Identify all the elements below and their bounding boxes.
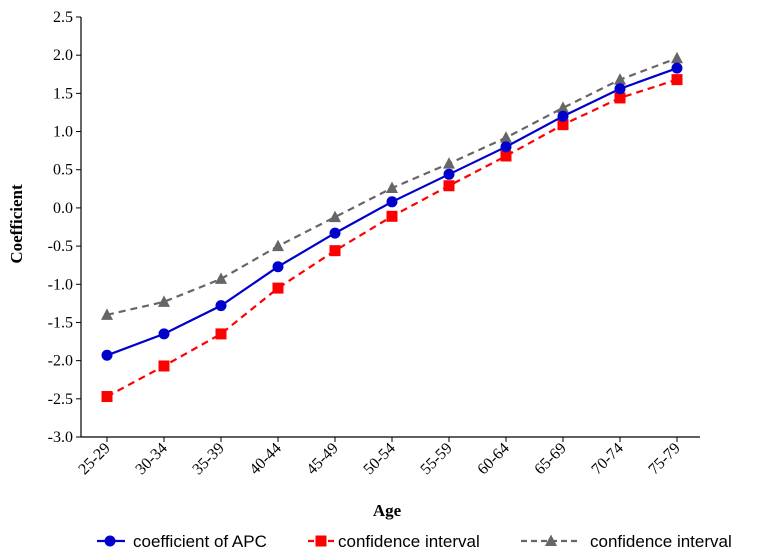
data-point	[329, 245, 341, 257]
legend-marker	[315, 535, 327, 547]
data-point	[215, 300, 227, 312]
x-tick-label: 55-59	[417, 440, 455, 478]
y-tick-label: -2.5	[48, 391, 73, 408]
data-point	[500, 150, 512, 162]
x-axis-ticks: 25-29 30-34 35-39 40-44 45-49 50-54 55-59 60-64…	[75, 437, 684, 478]
data-point	[386, 181, 398, 194]
data-point	[158, 295, 170, 307]
y-tick-label: 1.0	[53, 124, 73, 141]
x-tick-label: 40-44	[246, 440, 284, 478]
data-point	[557, 101, 569, 113]
y-tick-label: 2.0	[53, 47, 73, 64]
x-tick-label: 45-49	[303, 440, 341, 478]
y-axis-ticks: -3.0 -2.5 -2.0 -1.5 -1.0 -0.5 0.0 0.5 1.0 1.5 2.0 2…	[48, 9, 81, 446]
data-point	[443, 157, 455, 169]
data-point	[329, 227, 341, 239]
data-point	[215, 272, 227, 284]
x-tick-label: 35-39	[189, 440, 227, 478]
data-point	[671, 62, 683, 74]
x-tick-label: 60-64	[474, 440, 512, 478]
data-point	[101, 349, 113, 361]
y-tick-label: -2.0	[48, 353, 73, 370]
series-2	[101, 51, 683, 320]
y-tick-label: -1.0	[48, 276, 73, 293]
x-tick-label: 30-34	[132, 440, 170, 478]
x-axis-title: Age	[373, 501, 402, 520]
data-point	[215, 328, 227, 340]
axes	[80, 17, 700, 438]
y-tick-label: -3.0	[48, 429, 73, 446]
data-point	[272, 282, 284, 294]
data-point	[158, 328, 170, 340]
y-tick-label: 0.0	[53, 200, 73, 217]
series-layer	[101, 51, 683, 403]
y-tick-label: -1.5	[48, 314, 73, 331]
data-point	[500, 131, 512, 143]
data-point	[557, 119, 569, 131]
data-point	[614, 73, 626, 85]
data-point	[158, 360, 170, 372]
data-point	[101, 308, 113, 320]
data-point	[614, 83, 626, 95]
legend-marker	[545, 534, 557, 546]
y-axis-title: Coefficient	[7, 184, 26, 264]
x-tick-label: 25-29	[75, 440, 113, 478]
legend-marker	[104, 535, 116, 547]
x-tick-label: 65-69	[531, 440, 569, 478]
data-point	[614, 92, 626, 104]
legend-label: coefficient of APC	[133, 532, 267, 551]
x-tick-label: 75-79	[645, 440, 683, 478]
y-tick-label: -0.5	[48, 238, 73, 255]
series-0	[101, 62, 683, 361]
data-point	[101, 391, 113, 403]
x-tick-label: 50-54	[360, 440, 398, 478]
legend-item-0: coefficient of APC	[97, 532, 267, 551]
series-line	[106, 78, 678, 398]
data-point	[329, 210, 341, 223]
legend-item-1: confidence interval	[308, 532, 480, 551]
data-point	[386, 210, 398, 222]
x-tick-label: 70-74	[588, 440, 626, 478]
legend: coefficient of APC confidence interval con…	[97, 532, 732, 551]
data-point	[557, 110, 569, 122]
data-point	[671, 51, 683, 64]
series-1	[101, 74, 683, 403]
data-point	[272, 239, 284, 252]
data-point	[443, 168, 455, 180]
data-point	[386, 196, 398, 208]
data-point	[500, 141, 512, 153]
y-tick-label: 2.5	[53, 9, 73, 26]
y-tick-label: 0.5	[53, 162, 73, 179]
data-point	[671, 74, 683, 86]
legend-label: confidence interval	[338, 532, 480, 551]
data-point	[272, 261, 284, 273]
y-tick-label: 1.5	[53, 85, 73, 102]
data-point	[443, 180, 455, 192]
legend-label: confidence interval	[590, 532, 732, 551]
legend-item-2: confidence interval	[521, 532, 732, 551]
